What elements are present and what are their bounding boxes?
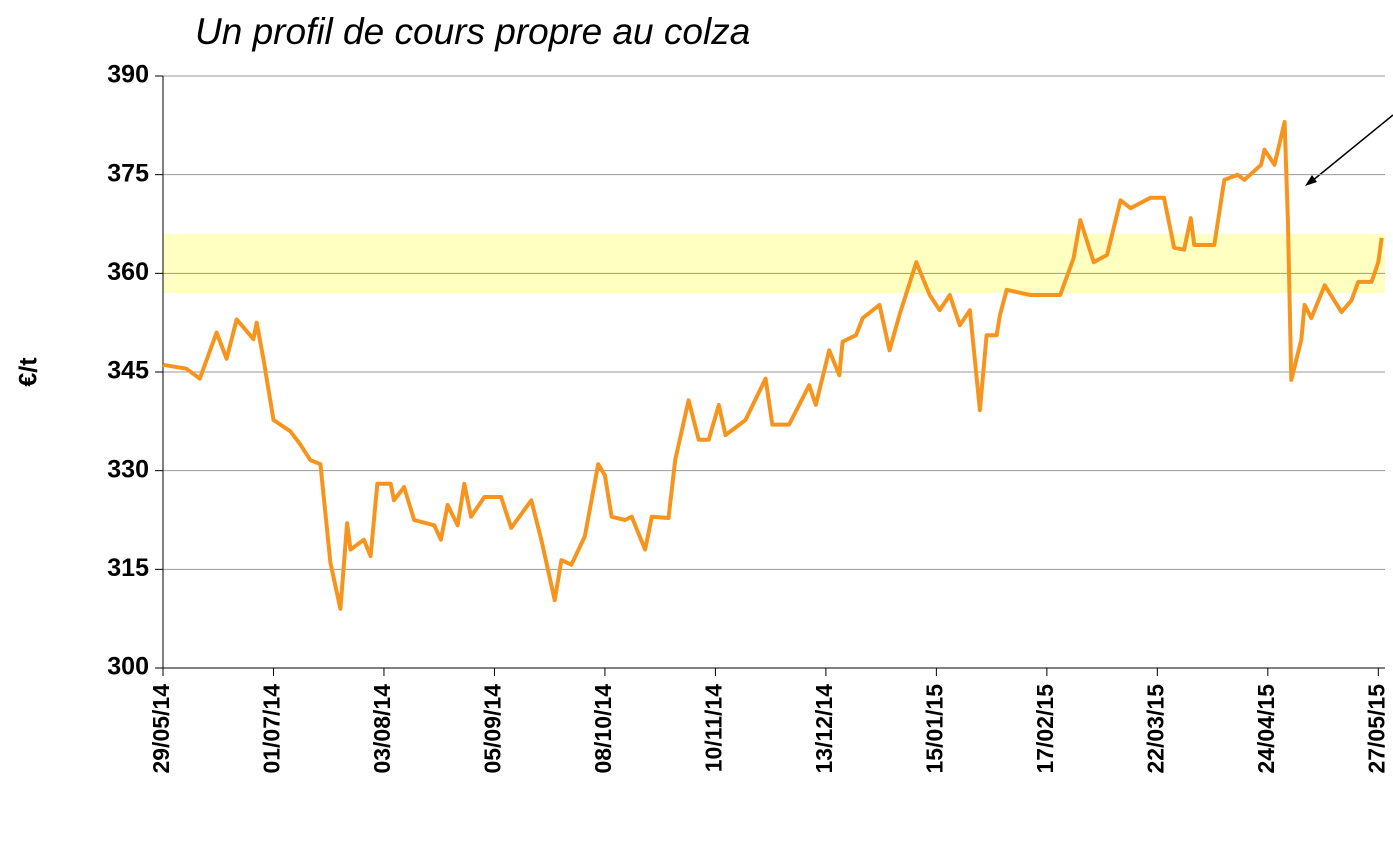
x-tick-label: 08/10/14 <box>590 684 616 774</box>
y-tick-label: 360 <box>107 258 149 286</box>
x-tick-label: 22/03/15 <box>1142 684 1168 774</box>
y-axis-label: €/t <box>15 357 43 387</box>
y-tick-label: 390 <box>107 61 149 89</box>
x-tick-label: 03/08/14 <box>369 684 395 774</box>
x-tick-label: 24/04/15 <box>1253 684 1279 774</box>
x-tick-label: 01/07/14 <box>259 684 285 774</box>
y-tick-label: 375 <box>107 159 149 187</box>
y-tick-label: 300 <box>107 653 149 681</box>
x-tick-label: 29/05/14 <box>148 684 174 774</box>
y-tick-label: 315 <box>107 554 149 582</box>
x-tick-label: 10/11/14 <box>700 684 726 772</box>
annotation-arrow <box>1311 114 1393 182</box>
arrow-head <box>1305 175 1317 186</box>
chart-title: Un profil de cours propre au colza <box>195 11 750 52</box>
highlight-band <box>163 233 1385 294</box>
x-tick-label: 27/05/15 <box>1363 684 1389 774</box>
x-tick-label: 17/02/15 <box>1032 684 1058 774</box>
x-tick-label: 15/01/15 <box>921 684 947 774</box>
price-line <box>162 120 1384 611</box>
y-tick-label: 345 <box>107 357 149 385</box>
x-tick-label: 05/09/14 <box>480 684 506 774</box>
y-tick-label: 330 <box>107 455 149 483</box>
x-tick-label: 13/12/14 <box>811 684 837 774</box>
